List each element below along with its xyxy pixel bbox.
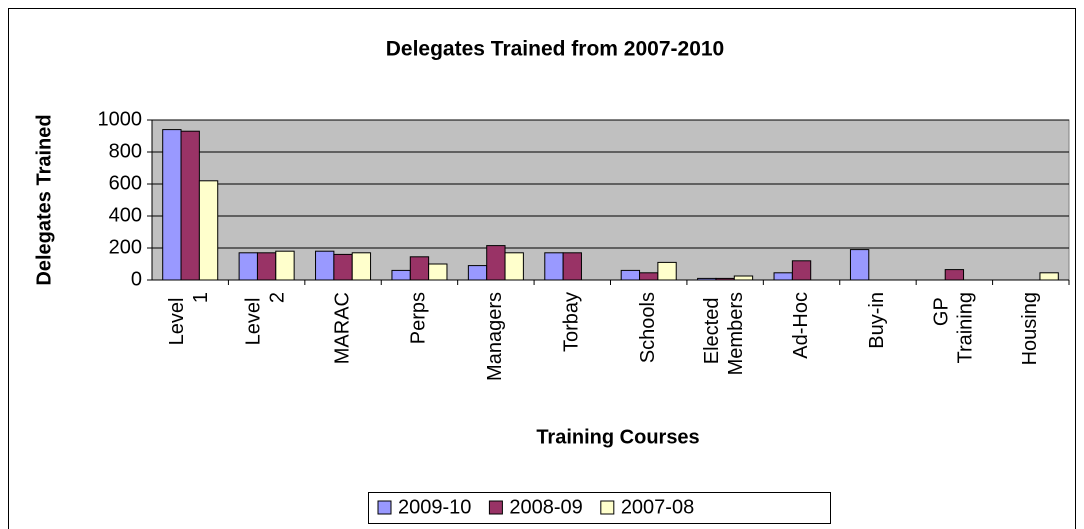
y-tick-label: 600 xyxy=(109,172,142,194)
x-tick-label: Perps xyxy=(408,292,430,344)
x-tick-label: GP Training xyxy=(931,292,977,364)
y-tick-label: 400 xyxy=(109,204,142,226)
y-tick-label: 200 xyxy=(109,236,142,258)
legend-swatch xyxy=(600,500,615,515)
bar xyxy=(180,130,200,281)
x-tick-label: Level 1 xyxy=(166,292,212,345)
x-tick-label: Ad-Hoc xyxy=(790,292,812,359)
bar xyxy=(944,269,965,281)
legend-swatch xyxy=(488,500,503,515)
bar xyxy=(351,252,372,281)
bar xyxy=(544,252,564,281)
x-tick-label: Schools xyxy=(637,292,659,363)
bar xyxy=(657,261,677,281)
bar xyxy=(486,245,506,281)
legend-swatch xyxy=(377,500,392,515)
y-axis-title: Delegates Trained xyxy=(33,114,55,285)
x-tick-label: MARAC xyxy=(331,292,353,364)
legend xyxy=(368,492,831,524)
legend-label: 2009-10 xyxy=(398,496,471,518)
bar xyxy=(198,180,219,281)
x-tick-label: Managers xyxy=(484,292,506,381)
bar xyxy=(428,263,448,281)
bar xyxy=(620,269,641,281)
y-tick-label: 1000 xyxy=(98,108,143,130)
bar xyxy=(639,272,659,281)
chart-title: Delegates Trained from 2007-2010 xyxy=(386,38,725,61)
bar xyxy=(238,252,258,281)
bar xyxy=(773,272,793,281)
legend-label: 2008-09 xyxy=(509,496,582,518)
legend-label: 2007-08 xyxy=(621,496,694,518)
bar xyxy=(315,250,335,281)
bar xyxy=(715,277,735,281)
bar xyxy=(333,253,353,281)
y-tick-label: 800 xyxy=(109,140,142,162)
bar xyxy=(791,260,812,281)
bar xyxy=(1039,272,1059,281)
bar xyxy=(256,252,277,281)
bar xyxy=(849,249,870,281)
bar xyxy=(504,252,524,281)
x-axis-title: Training Courses xyxy=(536,426,699,448)
bar xyxy=(409,256,430,281)
plot-area xyxy=(151,119,1070,281)
bar xyxy=(275,250,295,281)
bar xyxy=(697,277,717,281)
x-tick-label: Elected Members xyxy=(701,292,747,375)
x-tick-label: Housing xyxy=(1019,292,1041,365)
bar xyxy=(562,252,582,281)
bar xyxy=(733,275,754,281)
bar xyxy=(467,265,488,281)
bar xyxy=(162,129,182,281)
x-tick-label: Torbay xyxy=(561,292,583,352)
bar xyxy=(391,269,411,281)
y-tick-label: 0 xyxy=(131,268,142,290)
x-tick-label: Level 2 xyxy=(243,292,289,345)
x-tick-label: Buy-in xyxy=(866,292,888,349)
